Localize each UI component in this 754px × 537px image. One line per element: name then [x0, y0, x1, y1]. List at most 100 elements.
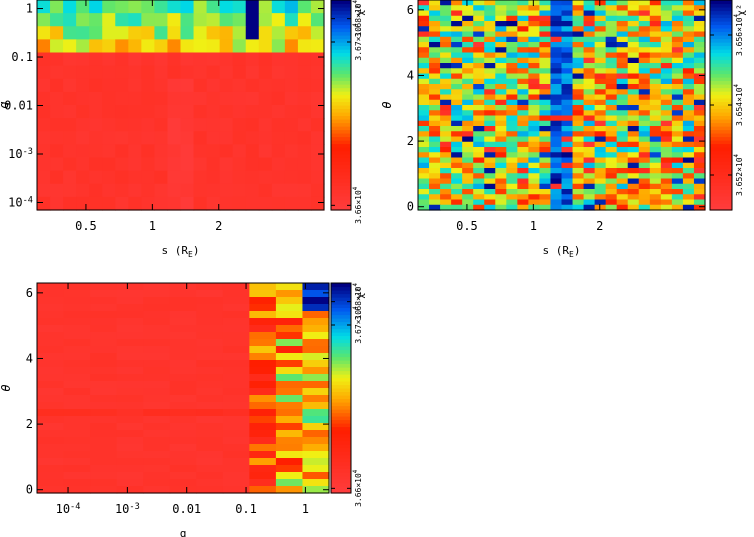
heatmap-cell [594, 99, 607, 106]
heatmap-cell [572, 189, 585, 195]
heatmap-cell [627, 68, 640, 75]
heatmap-cell [451, 42, 463, 48]
heatmap-cell [616, 199, 629, 206]
heatmap-cell [451, 168, 463, 174]
heatmap-cell [671, 173, 684, 180]
heatmap-cell [249, 444, 277, 452]
heatmap-cell [583, 115, 596, 122]
x-tick-label: 1 [530, 219, 537, 233]
heatmap-cell [649, 89, 662, 96]
heatmap-cell [169, 381, 197, 389]
heatmap-cell [550, 68, 563, 75]
heatmap-cell [143, 346, 171, 354]
colorbar-tick-label: 3.68×104 [353, 283, 363, 321]
heatmap-cell [167, 13, 182, 27]
heatmap-cell [245, 196, 260, 211]
heatmap-cell [115, 157, 129, 172]
heatmap-cell [484, 57, 496, 64]
heatmap-cell [462, 199, 474, 206]
heatmap-cell [649, 147, 662, 153]
heatmap-cell [649, 199, 662, 206]
heatmap-cell [102, 65, 116, 80]
heatmap-cell [561, 63, 574, 69]
heatmap-cell [660, 52, 673, 59]
heatmap-cell [297, 131, 312, 145]
heatmap-cell [627, 131, 640, 138]
heatmap-cell [50, 39, 64, 54]
heatmap-cell [232, 65, 247, 80]
heatmap-cell [572, 73, 585, 80]
heatmap-cell [249, 423, 277, 431]
heatmap-cell [440, 168, 452, 174]
heatmap-cell [418, 204, 430, 211]
heatmap-cell [169, 360, 197, 368]
heatmap-cell [249, 416, 277, 424]
heatmap-cell [660, 157, 673, 164]
heatmap-cell [462, 0, 474, 6]
heatmap-cell [219, 170, 234, 185]
heatmap-cell [594, 5, 607, 12]
heatmap-cell [671, 120, 684, 127]
heatmap-cell [638, 26, 651, 33]
heatmap-cell [418, 52, 430, 59]
heatmap-cell [506, 199, 518, 206]
colorbar-step [710, 91, 732, 96]
heatmap-cell [232, 0, 247, 14]
heatmap-cell [63, 486, 91, 494]
colorbar-step [331, 56, 351, 61]
heatmap-cell [473, 105, 485, 111]
heatmap-cell [605, 105, 618, 111]
heatmap-cell [506, 120, 518, 127]
heatmap-cell [693, 141, 706, 148]
heatmap-cell [206, 52, 221, 67]
heatmap-cell [649, 110, 662, 117]
heatmap-cell [506, 36, 518, 43]
heatmap-cell [506, 194, 518, 201]
heatmap-cell [102, 170, 116, 185]
heatmap-cell [484, 199, 496, 206]
heatmap-cell [245, 170, 260, 185]
heatmap-cell [473, 178, 485, 185]
colorbar-step [710, 119, 732, 124]
heatmap-cell [473, 5, 485, 12]
heatmap-cell [539, 126, 552, 132]
heatmap-cell [682, 131, 695, 138]
heatmap-cell [660, 78, 673, 85]
heatmap-cell [484, 136, 496, 143]
heatmap-cell [506, 5, 518, 12]
heatmap-cell [37, 402, 65, 410]
heatmap-cell [616, 120, 629, 127]
heatmap-cell [115, 144, 129, 159]
heatmap-cell [484, 26, 496, 33]
heatmap-cell [539, 63, 552, 69]
heatmap-cell [539, 162, 552, 169]
heatmap-cell [222, 402, 250, 410]
heatmap-cell [37, 409, 65, 417]
heatmap-cell [37, 423, 65, 431]
heatmap-cell [671, 157, 684, 164]
colorbar-step [331, 126, 351, 131]
heatmap-cell [484, 0, 496, 6]
heatmap-cell [583, 178, 596, 185]
heatmap-cell [671, 162, 684, 169]
heatmap-cell [180, 26, 195, 40]
heatmap-cell [682, 73, 695, 80]
colorbar-step [331, 115, 351, 120]
heatmap-cell [517, 105, 529, 111]
heatmap-cell [196, 283, 224, 291]
heatmap-cell [128, 131, 142, 145]
colorbar-step [710, 206, 732, 211]
heatmap-cell [638, 73, 651, 80]
heatmap-cell [167, 170, 182, 185]
heatmap-cell [638, 78, 651, 85]
heatmap-cell [660, 73, 673, 80]
heatmap-cell [50, 78, 64, 93]
heatmap-cell [484, 84, 496, 90]
heatmap-cell [429, 194, 441, 201]
heatmap-cell [297, 39, 312, 54]
heatmap-cell [473, 194, 485, 201]
heatmap-cell [143, 472, 171, 480]
heatmap-cell [310, 52, 325, 67]
heatmap-cell [116, 423, 144, 431]
colorbar-step [331, 101, 351, 106]
